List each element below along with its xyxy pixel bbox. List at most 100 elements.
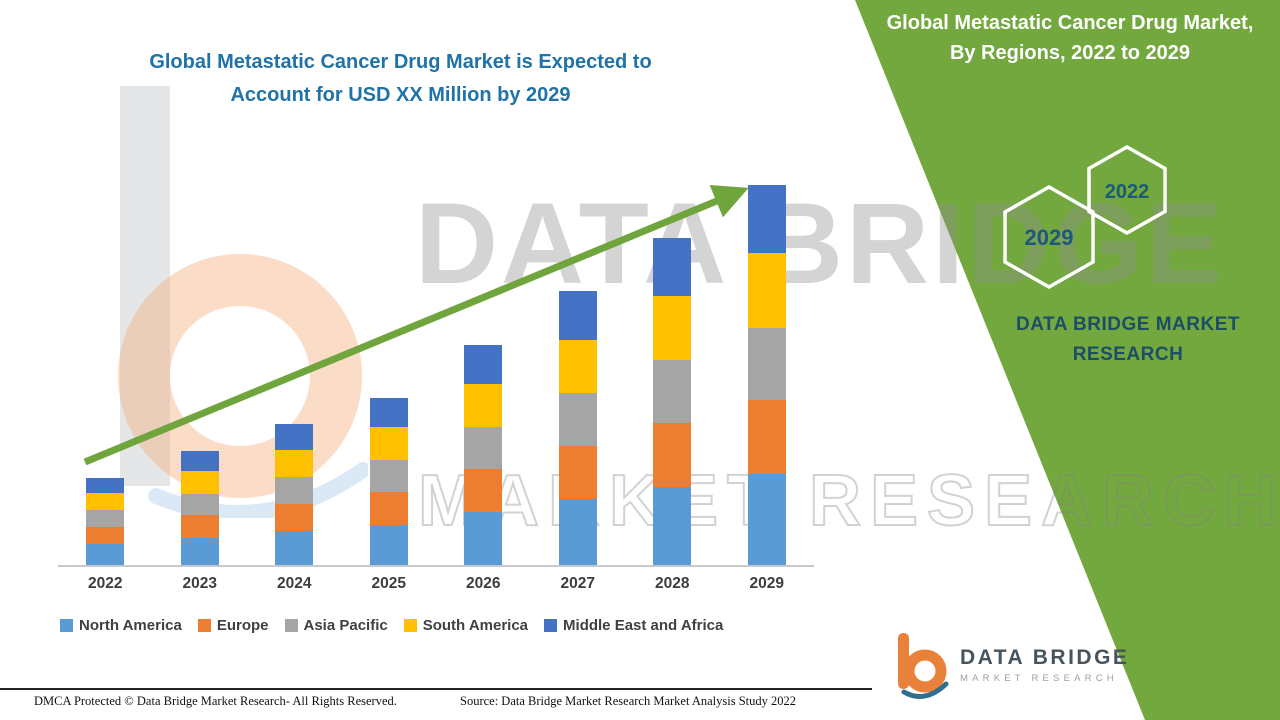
bar-segment	[275, 476, 314, 504]
bar-segment	[180, 471, 219, 494]
bar-segment	[275, 424, 314, 450]
legend-item: Middle East and Africa	[544, 617, 723, 634]
stacked-bar	[369, 397, 408, 565]
bar-segment	[653, 360, 692, 423]
brand-line-1: DATA BRIDGE MARKET	[1016, 314, 1240, 335]
bar-segment	[464, 512, 503, 565]
bar-segment	[86, 544, 125, 565]
x-axis-label: 2025	[371, 575, 406, 592]
year-hexagons: 2029 2022	[1003, 144, 1167, 290]
hexagon-2022-icon	[1087, 144, 1167, 236]
bar-segment	[464, 344, 503, 385]
source-note: Source: Data Bridge Market Research Mark…	[460, 694, 797, 708]
data-bridge-logo: DATA BRIDGE MARKET RESEARCH	[892, 630, 1129, 700]
logo-tagline: MARKET RESEARCH	[960, 673, 1118, 684]
legend-swatch	[544, 619, 558, 632]
brand-text: DATA BRIDGE MARKET RESEARCH	[1002, 310, 1254, 371]
bar-segment	[653, 422, 692, 487]
bar-segment	[86, 477, 125, 494]
legend-label: South America	[422, 617, 529, 634]
bar-column	[531, 163, 626, 565]
bar-column	[720, 163, 815, 565]
legend-item: North America	[60, 617, 182, 634]
x-axis-label: 2027	[560, 575, 595, 592]
x-axis-label: 2029	[749, 575, 784, 592]
bar-column	[436, 163, 531, 565]
legend-swatch	[403, 619, 417, 632]
legend-label: Middle East and Africa	[563, 617, 724, 634]
bar-segment	[558, 291, 597, 340]
bar-column	[58, 163, 153, 565]
bar-segment	[747, 253, 786, 328]
stacked-bar	[653, 238, 692, 565]
bar-column	[342, 163, 437, 565]
bar-segment	[558, 499, 597, 565]
legend-item: South America	[403, 617, 529, 634]
stacked-bar	[747, 185, 786, 565]
legend-item: Asia Pacific	[284, 617, 388, 634]
legend-label: North America	[79, 617, 182, 634]
bar-segment	[369, 460, 408, 493]
bar-segment	[180, 537, 219, 565]
chart-title: Global Metastatic Cancer Drug Market is …	[149, 51, 652, 106]
bar-segment	[558, 393, 597, 446]
chart-legend: North America Europe Asia Pacific South Ame…	[60, 617, 850, 634]
legend-label: Asia Pacific	[303, 617, 388, 634]
bar-segment	[86, 527, 125, 545]
brand-line-2: RESEARCH	[1072, 344, 1184, 366]
logo-name: DATA BRIDGE	[960, 646, 1130, 669]
dmca-notice: DMCA Protected © Data Bridge Market Rese…	[34, 694, 397, 708]
bar-segment	[86, 510, 125, 528]
bar-segment	[464, 427, 503, 470]
footer-divider	[0, 688, 872, 690]
bar-segment	[747, 185, 786, 254]
bar-segment	[180, 451, 219, 472]
bar-segment	[653, 238, 692, 297]
x-axis-label: 2022	[88, 575, 123, 592]
data-bridge-b-icon	[898, 633, 949, 699]
x-axis-labels: 2022 2023 2024 2025 2026 2027 2028 2029	[58, 575, 814, 593]
logo-text-block: DATA BRIDGE MARKET RESEARCH	[960, 646, 1129, 684]
bar-segment	[275, 503, 314, 532]
bar-segment	[86, 493, 125, 511]
x-axis-label: 2028	[655, 575, 690, 592]
hexagon-2022-label: 2022	[1105, 181, 1150, 203]
banner-title: Global Metastatic Cancer Drug Market, By…	[886, 12, 1254, 64]
bar-segment	[180, 493, 219, 516]
bar-segment	[464, 384, 503, 428]
bar-segment	[558, 339, 597, 394]
plot-area	[58, 163, 814, 567]
bar-segment	[369, 524, 408, 565]
bar-segment	[747, 399, 786, 474]
legend-label: Europe	[216, 617, 269, 634]
bar-column	[247, 163, 342, 565]
bar-segment	[653, 296, 692, 361]
bar-segment	[369, 397, 408, 428]
legend-item: Europe	[197, 617, 269, 634]
stacked-bar	[180, 451, 219, 565]
legend-swatch	[197, 619, 211, 632]
stacked-bar	[86, 477, 125, 565]
bar-segment	[180, 515, 219, 538]
legend-swatch	[284, 619, 298, 632]
hexagon-2029-label: 2029	[1025, 225, 1074, 250]
x-axis-label: 2023	[182, 575, 217, 592]
bar-column	[153, 163, 248, 565]
bar-segment	[558, 445, 597, 500]
stacked-bar	[464, 344, 503, 565]
bar-column	[625, 163, 720, 565]
bar-segment	[369, 427, 408, 461]
bar-segment	[369, 492, 408, 525]
bar-segment	[464, 469, 503, 513]
bar-segment	[653, 486, 692, 565]
bar-segment	[275, 531, 314, 565]
bar-segment	[747, 473, 786, 565]
bar-segment	[275, 449, 314, 477]
stacked-bar	[275, 424, 314, 565]
x-axis-label: 2024	[277, 575, 312, 592]
bar-segment	[747, 327, 786, 400]
x-axis-label: 2026	[466, 575, 501, 592]
stacked-bar	[558, 291, 597, 565]
legend-swatch	[60, 619, 73, 632]
